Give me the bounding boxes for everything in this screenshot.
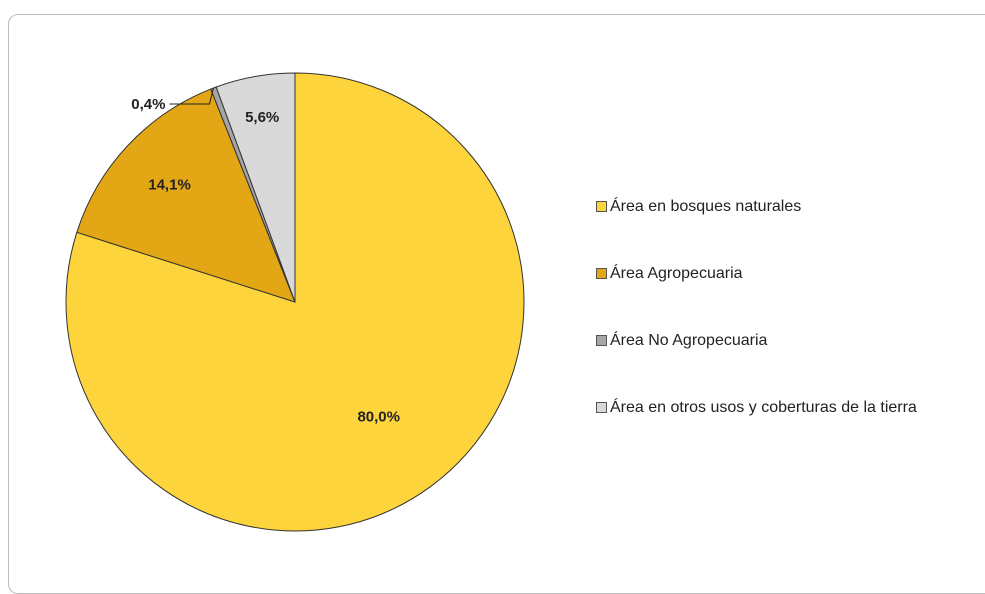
- legend-label-agropecuaria: Área Agropecuaria: [610, 265, 743, 282]
- legend-swatch-agropecuaria: [596, 268, 607, 279]
- pie-slice-agropecuaria: [76, 88, 296, 303]
- legend-item-agropecuaria: Área Agropecuaria: [596, 263, 966, 285]
- legend-swatch-no-agropecuaria: [596, 335, 607, 346]
- legend-swatch-bosques: [596, 201, 607, 212]
- pie-slice-otros-usos: [215, 72, 296, 303]
- data-label-no-agropecuaria: 0,4%: [131, 96, 165, 113]
- chart-legend: Área en bosques naturales Área Agropecua…: [596, 196, 966, 419]
- legend-item-bosques: Área en bosques naturales: [596, 196, 966, 218]
- legend-label-otros-usos: Área en otros usos y coberturas de la ti…: [610, 399, 917, 416]
- legend-swatch-otros-usos: [596, 402, 607, 413]
- pie-chart: 80,0% 14,1% 0,4% 5,6%: [65, 72, 525, 532]
- legend-item-no-agropecuaria: Área No Agropecuaria: [596, 330, 966, 352]
- data-label-otros-usos: 5,6%: [245, 109, 279, 126]
- data-label-agropecuaria: 14,1%: [148, 177, 191, 194]
- leader-line-no-agropecuaria: [169, 87, 214, 105]
- data-label-bosques: 80,0%: [357, 409, 400, 426]
- legend-item-otros-usos: Área en otros usos y coberturas de la ti…: [596, 397, 966, 419]
- legend-label-bosques: Área en bosques naturales: [610, 198, 802, 215]
- legend-label-no-agropecuaria: Área No Agropecuaria: [610, 332, 768, 349]
